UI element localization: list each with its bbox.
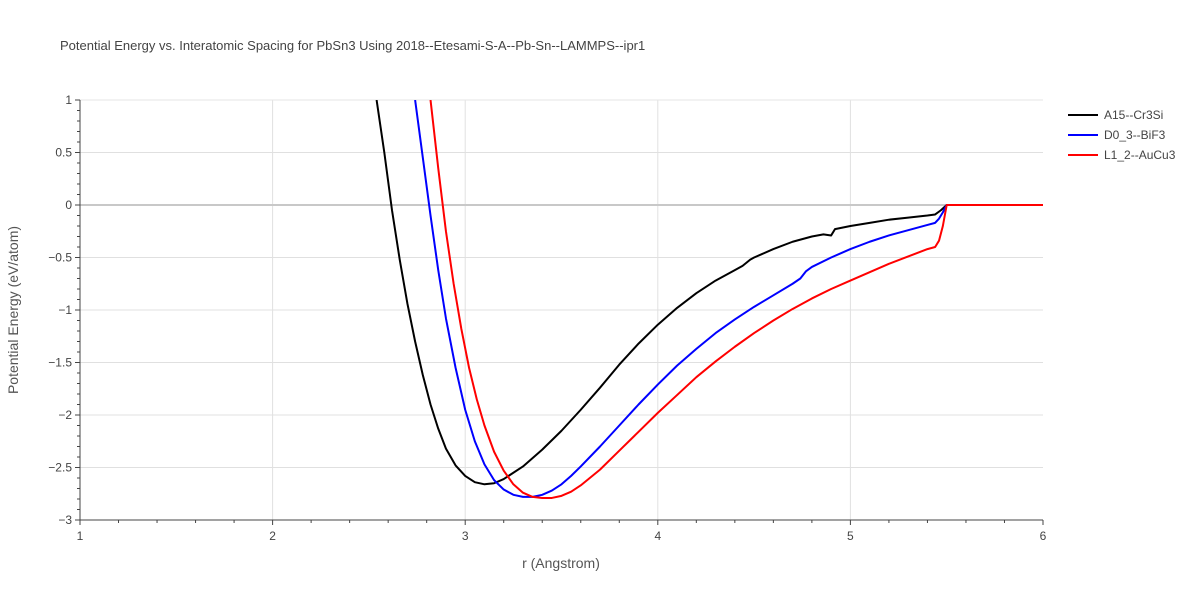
grid xyxy=(80,99,1043,520)
y-tick-label: 0 xyxy=(65,198,72,212)
x-tick-label: 1 xyxy=(77,529,84,543)
legend-label: D0_3--BiF3 xyxy=(1104,128,1166,142)
y-tick-label: −1 xyxy=(58,303,72,317)
x-tick-label: 6 xyxy=(1040,529,1047,543)
legend-item[interactable]: L1_2--AuCu3 xyxy=(1068,148,1176,162)
y-tick-label: −2 xyxy=(58,408,72,422)
y-axis-label: Potential Energy (eV/atom) xyxy=(5,226,21,394)
axes xyxy=(75,99,1044,525)
legend-label: L1_2--AuCu3 xyxy=(1104,148,1176,162)
y-tick-label: −0.5 xyxy=(48,251,72,265)
series-line-2 xyxy=(414,100,1043,498)
y-tick-label: −3 xyxy=(58,513,72,527)
x-tick-label: 5 xyxy=(847,529,854,543)
legend-label: A15--Cr3Si xyxy=(1104,108,1163,122)
legend[interactable]: A15--Cr3Si D0_3--BiF3 L1_2--AuCu3 xyxy=(1068,108,1176,162)
x-tick-label: 4 xyxy=(654,529,661,543)
tick-labels: 1 2 3 4 5 6 1 0.5 0 −0.5 −1 −1.5 −2 −2.5 −3 xyxy=(48,93,1046,543)
y-tick-label: 1 xyxy=(65,93,72,107)
series-line-3 xyxy=(429,100,1043,499)
x-tick-label: 3 xyxy=(462,529,469,543)
chart-title: Potential Energy vs. Interatomic Spacing… xyxy=(60,38,645,53)
y-tick-label: 0.5 xyxy=(55,146,72,160)
y-tick-label: −1.5 xyxy=(48,356,72,370)
plot-area xyxy=(375,100,1043,499)
series-line-1 xyxy=(375,100,1043,486)
y-tick-label: −2.5 xyxy=(48,461,72,475)
legend-item[interactable]: A15--Cr3Si xyxy=(1068,108,1163,122)
x-tick-label: 2 xyxy=(269,529,276,543)
x-axis-label: r (Angstrom) xyxy=(522,555,600,571)
legend-item[interactable]: D0_3--BiF3 xyxy=(1068,128,1166,142)
